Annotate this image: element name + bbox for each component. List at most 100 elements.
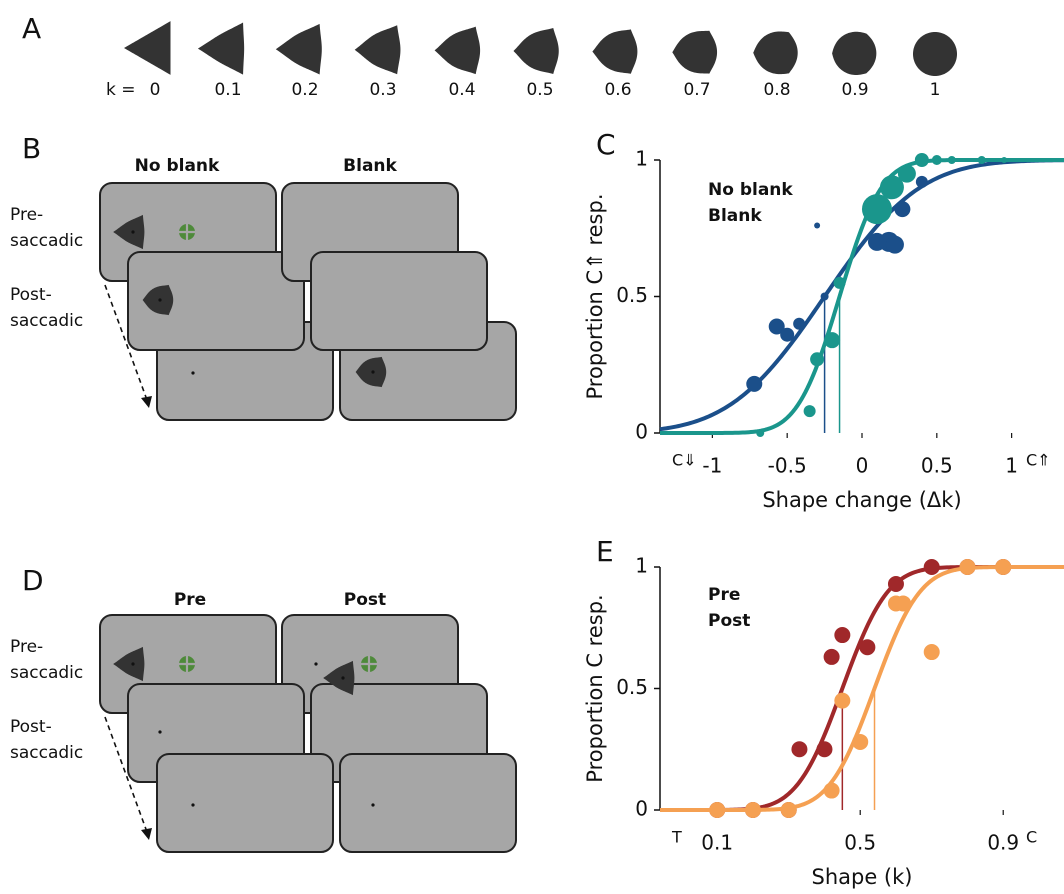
- x-tick-label: 0.5: [844, 831, 876, 855]
- k-value: 1: [930, 80, 941, 100]
- data-point: [824, 649, 840, 665]
- data-point: [834, 627, 850, 643]
- fixation-dot: [191, 371, 194, 374]
- fit-curve: [660, 160, 1064, 433]
- data-point: [781, 802, 797, 818]
- row-label: Pre-: [10, 637, 43, 657]
- legend-entry: Blank: [708, 206, 762, 226]
- shape: [832, 32, 876, 75]
- k-value: 0.4: [448, 80, 475, 100]
- x-tick-label: 0.9: [987, 831, 1019, 855]
- y-tick-label: 0.5: [616, 283, 648, 307]
- fit-curve: [660, 160, 1064, 429]
- row-label: Post-: [10, 285, 52, 305]
- legend-entry: Pre: [708, 585, 740, 605]
- row-label: saccadic: [10, 231, 83, 251]
- k-value: 0.2: [291, 80, 318, 100]
- data-point: [859, 639, 875, 655]
- data-point: [756, 429, 764, 437]
- column-label: Pre: [174, 590, 206, 610]
- shape: [276, 24, 322, 75]
- shape: [592, 29, 637, 73]
- k-label: k =: [106, 80, 136, 100]
- panel-letter: E: [596, 535, 614, 568]
- data-point: [959, 559, 975, 575]
- k-value: 0.9: [841, 80, 868, 100]
- k-value: 0.6: [604, 80, 631, 100]
- column-label: No blank: [135, 156, 220, 176]
- panel-b: B No blank Blank Pre- saccadic Post- sac…: [10, 132, 516, 420]
- fixation-dot: [314, 662, 317, 665]
- x-tick-label: 0.1: [701, 831, 733, 855]
- x-end-label: C: [1026, 828, 1037, 847]
- k-value: 0.5: [526, 80, 553, 100]
- panel-letter: A: [22, 12, 41, 45]
- x-end-label: C⇓: [672, 451, 697, 470]
- k-value: 0.7: [683, 80, 710, 100]
- data-point: [852, 734, 868, 750]
- data-point: [745, 802, 761, 818]
- data-point: [814, 223, 820, 229]
- x-tick-label: -1: [702, 454, 722, 478]
- data-point: [746, 376, 762, 392]
- row-label: Post-: [10, 717, 52, 737]
- shape: [124, 21, 171, 75]
- fixation-dot: [131, 662, 134, 665]
- panel-letter: C: [596, 128, 616, 161]
- data-point: [834, 277, 846, 289]
- row-label: saccadic: [10, 663, 83, 683]
- y-tick-label: 0.5: [616, 675, 648, 699]
- x-end-label: C⇑: [1026, 451, 1051, 470]
- figure: A k = 00.10.20.30.40.50.60.70.80.91 B No…: [0, 0, 1064, 894]
- data-point: [886, 236, 904, 254]
- fixation-dot: [131, 230, 134, 233]
- data-point: [924, 644, 940, 660]
- data-point: [1001, 157, 1007, 163]
- k-value: 0.8: [763, 80, 790, 100]
- shape: [514, 28, 559, 74]
- fixation-dot: [158, 730, 161, 733]
- fixation-dot: [191, 803, 194, 806]
- fixation-dot: [158, 298, 161, 301]
- panel-d: D Pre Post Pre- saccadic Post- saccadic: [10, 564, 516, 852]
- data-point: [924, 559, 940, 575]
- screen: [311, 252, 487, 350]
- row-label: Pre-: [10, 205, 43, 225]
- data-point: [995, 559, 1011, 575]
- data-point: [894, 201, 910, 217]
- data-point: [791, 741, 807, 757]
- y-tick-label: 0: [635, 797, 648, 821]
- panel-letter: B: [22, 132, 41, 165]
- arrow-head: [141, 396, 152, 408]
- fixation-dot: [371, 370, 374, 373]
- data-point: [895, 595, 911, 611]
- x-tick-label: 0: [856, 454, 869, 478]
- shape: [435, 27, 481, 74]
- row-label: saccadic: [10, 311, 83, 331]
- shape: [355, 25, 401, 74]
- data-point: [888, 576, 904, 592]
- row-label: saccadic: [10, 743, 83, 763]
- column-label: Post: [344, 590, 386, 610]
- shape: [913, 32, 957, 76]
- shape: [198, 23, 244, 75]
- legend-entry: No blank: [708, 180, 793, 200]
- data-point: [804, 405, 816, 417]
- data-point: [948, 156, 956, 164]
- shape: [753, 31, 798, 74]
- k-value: 0: [150, 80, 161, 100]
- y-tick-label: 1: [635, 147, 648, 171]
- data-point: [978, 156, 986, 164]
- data-point: [915, 153, 929, 167]
- fixation-dot: [341, 676, 344, 679]
- k-value: 0.1: [214, 80, 241, 100]
- column-label: Blank: [343, 156, 397, 176]
- data-point: [793, 318, 805, 330]
- shape: [672, 31, 717, 74]
- fixation-dot: [371, 803, 374, 806]
- data-point: [898, 165, 916, 183]
- screen: [340, 754, 516, 852]
- x-tick-label: -0.5: [768, 454, 807, 478]
- x-axis-label: Shape change (Δk): [762, 488, 961, 512]
- data-point: [816, 741, 832, 757]
